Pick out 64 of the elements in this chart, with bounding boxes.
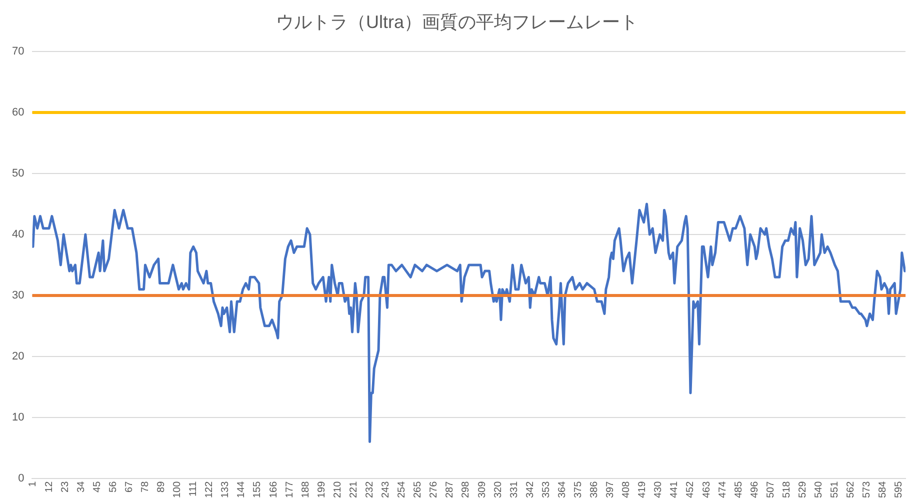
x-tick-label: 353 [540,480,552,498]
x-tick-label: 507 [765,480,776,498]
x-tick-label: 364 [556,480,568,498]
x-tick-label: 45 [92,480,103,492]
y-tick-label: 30 [12,289,24,302]
x-tick-label: 386 [589,480,600,498]
x-tick-label: 34 [76,480,87,492]
x-tick-label: 155 [252,480,264,498]
x-tick-label: 67 [124,480,135,492]
x-tick-label: 518 [781,480,792,498]
x-tick-label: 177 [284,480,296,498]
x-tick-label: 595 [894,480,905,498]
x-tick-label: 199 [316,480,328,498]
x-tick-label: 573 [862,480,873,498]
x-tick-label: 551 [830,480,841,498]
x-tick-label: 265 [412,480,424,498]
x-tick-label: 287 [444,480,456,498]
x-tick-label: 309 [476,480,488,498]
x-tick-label: 584 [878,480,889,498]
x-tick-label: 89 [156,480,168,492]
y-tick-label: 60 [12,106,24,119]
x-tick-label: 1 [28,480,39,487]
x-tick-label: 23 [60,480,71,492]
x-tick-label: 144 [236,480,248,498]
x-tick-label: 375 [572,480,584,498]
x-tick-label: 221 [348,480,360,498]
x-tick-label: 485 [733,480,744,498]
y-tick-label: 40 [12,228,24,241]
x-tick-label: 210 [332,480,344,498]
x-tick-label: 441 [669,480,680,498]
x-tick-label: 408 [621,480,632,498]
x-tick-label: 133 [220,480,232,498]
x-tick-label: 529 [797,480,808,498]
y-tick-label: 0 [18,472,24,484]
x-tick-label: 320 [492,480,504,498]
x-tick-label: 232 [364,480,376,498]
x-tick-label: 562 [846,480,857,498]
x-tick-label: 111 [188,480,200,497]
x-tick-label: 243 [380,480,392,498]
x-tick-label: 298 [460,480,472,498]
chart-title: ウルトラ（Ultra）画質の平均フレームレート [276,12,638,32]
x-tick-label: 430 [653,480,664,498]
x-tick-label: 122 [204,480,216,498]
y-tick-label: 70 [12,46,24,58]
x-tick-label: 540 [814,480,825,498]
x-tick-label: 463 [701,480,712,498]
y-tick-label: 50 [12,168,24,180]
x-tick-label: 166 [268,480,280,498]
y-tick-label: 10 [12,411,24,424]
x-tick-label: 56 [108,480,119,492]
x-tick-label: 397 [605,480,616,498]
x-tick-label: 78 [140,480,151,492]
x-tick-label: 331 [508,480,520,498]
x-tick-label: 474 [717,480,728,498]
x-tick-label: 254 [396,480,408,498]
x-tick-label: 100 [172,480,184,498]
x-tick-label: 496 [749,480,760,498]
x-tick-label: 188 [300,480,312,498]
x-tick-label: 342 [524,480,536,498]
x-tick-label: 419 [637,480,648,498]
x-tick-label: 12 [44,480,55,492]
x-tick-label: 276 [428,480,440,498]
y-tick-label: 20 [12,350,24,362]
x-tick-label: 452 [685,480,696,498]
